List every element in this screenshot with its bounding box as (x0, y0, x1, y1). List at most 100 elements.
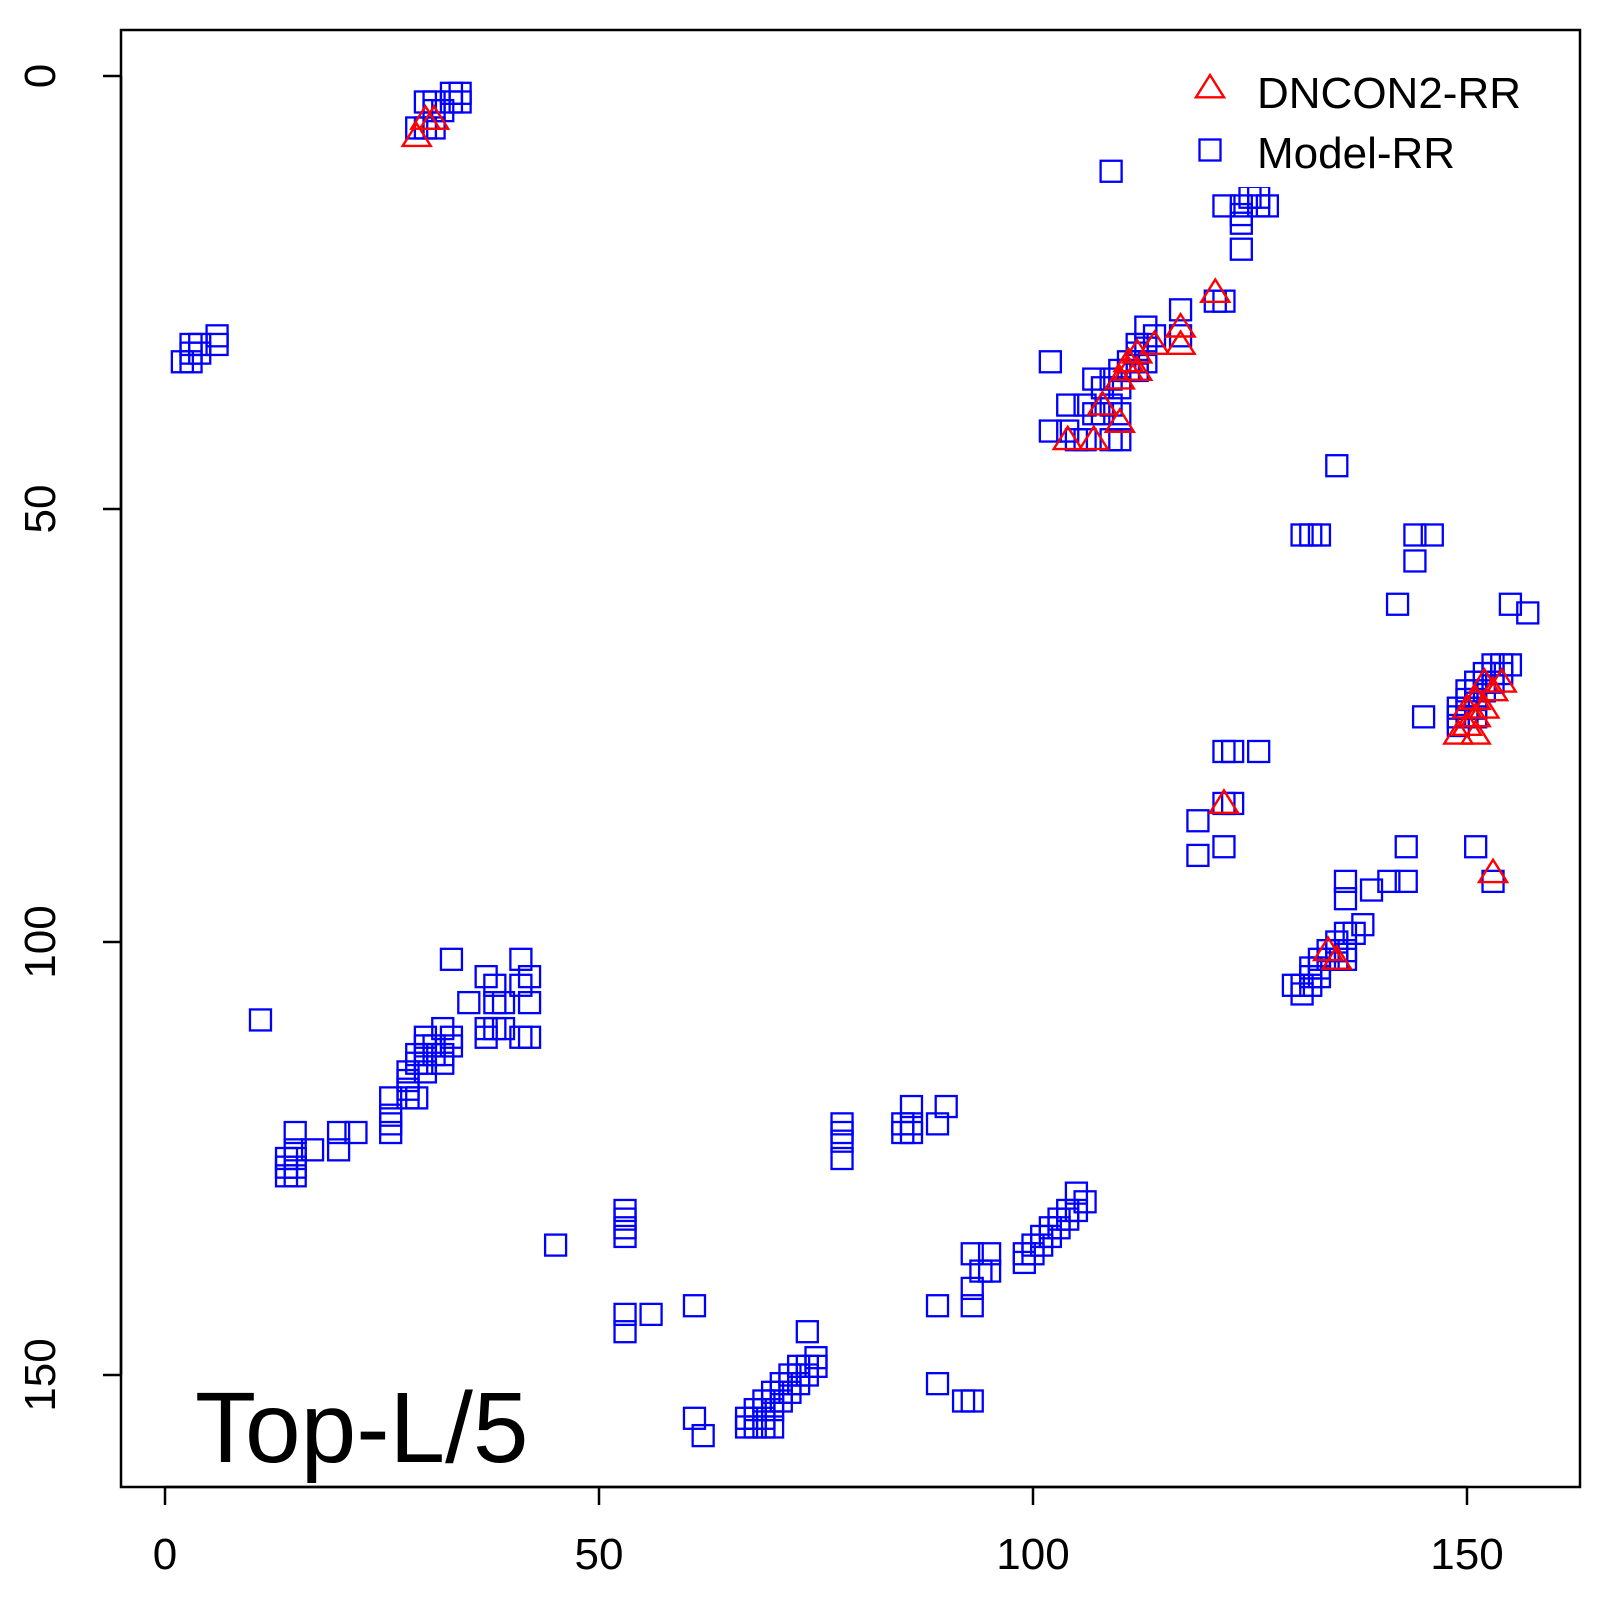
model-rr-point (431, 1051, 455, 1075)
model-rr-point (1333, 869, 1358, 894)
model-rr-point (769, 1389, 793, 1413)
model-rr-point (1038, 350, 1063, 374)
model-rr-point (795, 1363, 819, 1387)
legend-label-model-rr: Model-RR (1257, 129, 1455, 178)
dncon2-rr-point (1459, 718, 1492, 745)
panel-annotation: Top-L/5 (195, 1372, 529, 1484)
model-rr-point (379, 1086, 403, 1110)
x-tick-label: 150 (1430, 1530, 1503, 1579)
model-rr-point (925, 1294, 950, 1318)
model-rr-point (517, 964, 542, 989)
model-rr-point (1498, 653, 1523, 677)
dncon2-rr-point (1164, 329, 1197, 356)
model-rr-point (925, 1112, 950, 1136)
model-rr-point (1411, 705, 1436, 729)
model-rr-point (1325, 454, 1349, 478)
model-rr-point (457, 990, 481, 1015)
model-rr-point (934, 1094, 958, 1119)
model-rr-point (977, 1259, 1002, 1283)
model-rr-point (795, 1320, 819, 1344)
model-rr-point (1186, 843, 1210, 868)
model-rr-point (891, 1120, 915, 1145)
y-tick-label: 50 (16, 485, 65, 534)
model-rr-point (760, 1397, 785, 1422)
model-rr-point (830, 1146, 854, 1171)
model-rr-point (1038, 1224, 1063, 1249)
model-rr-point (760, 1415, 785, 1439)
model-rr-point (960, 1389, 984, 1413)
dncon2-rr-point (417, 104, 451, 130)
model-rr-point (1099, 159, 1123, 183)
x-tick-label: 50 (575, 1530, 624, 1579)
model-rr-point (1333, 887, 1358, 911)
dncon2-rr-point (1103, 363, 1137, 390)
x-tick-label: 0 (153, 1530, 177, 1579)
model-rr-point (1247, 739, 1271, 764)
model-rr-point (509, 947, 533, 971)
y-tick-label: 150 (16, 1338, 65, 1411)
model-rr-point (474, 964, 498, 989)
model-rr-point (413, 1060, 438, 1084)
model-rr-point (639, 1302, 663, 1327)
axes-layer: 0 50 100 150 0 50 100 150 (16, 28, 1582, 1579)
plot-frame (119, 28, 1582, 1489)
model-rr-point (960, 1242, 984, 1266)
model-rr-point (682, 1294, 707, 1318)
model-rr-point (379, 1112, 403, 1136)
model-rr-point (448, 90, 472, 114)
model-rr-point (830, 1120, 854, 1145)
dncon2-rr-point (1103, 407, 1137, 433)
model-rr-point (1012, 1250, 1036, 1275)
model-rr-point (1082, 367, 1106, 391)
model-rr-point (1047, 1216, 1071, 1240)
model-rr-point (543, 1233, 568, 1257)
model-rr-point (1299, 973, 1323, 997)
dncon2-rr-point (1086, 389, 1119, 416)
model-rr-point (344, 1120, 368, 1145)
model-rr-point (1403, 523, 1427, 547)
legend-background (1180, 62, 1570, 187)
model-rr-point (1212, 194, 1236, 218)
model-rr-point (1464, 835, 1488, 859)
model-rr-point (1290, 982, 1314, 1006)
model-rr-point (786, 1372, 811, 1396)
model-rr-point (1307, 523, 1332, 547)
model-rr-point (491, 990, 516, 1015)
dncon2-rr-point (1442, 718, 1475, 745)
model-rr-point (1307, 964, 1332, 989)
model-rr-point (1056, 393, 1080, 417)
model-rr-point (326, 1120, 351, 1145)
model-rr-point (1498, 592, 1523, 616)
dncon2-rr-point (1164, 311, 1197, 338)
model-rr-point (439, 1034, 464, 1058)
model-rr-point (509, 973, 533, 997)
model-rr-point (1134, 315, 1158, 339)
model-rr-point (1351, 913, 1375, 937)
model-rr-point (379, 1120, 403, 1145)
model-rr-point (778, 1380, 802, 1404)
model-rr-point (1377, 869, 1401, 894)
model-rr-point (682, 1406, 707, 1430)
model-rr-point (1073, 1190, 1097, 1214)
model-rr-point (1220, 739, 1245, 764)
model-rr-point (1038, 419, 1063, 443)
model-rr-point (188, 332, 212, 357)
model-rr-point (1359, 878, 1384, 902)
legend-label-dncon2-rr: DNCON2-RR (1257, 69, 1521, 118)
model-rr-point (1168, 298, 1193, 322)
model-rr-point (1021, 1242, 1045, 1266)
model-rr-point (483, 973, 507, 997)
model-rr-point (1394, 835, 1418, 859)
model-rr-point (613, 1302, 637, 1327)
model-rr-point (205, 324, 229, 348)
model-rr-point (474, 1025, 498, 1049)
dncon2-rr-point (1077, 424, 1110, 451)
x-tick-label: 100 (996, 1530, 1069, 1579)
dncon2-rr-point (1138, 329, 1171, 356)
legend-square-marker (1198, 138, 1222, 162)
model-rr-point (1490, 661, 1514, 686)
model-rr-point (1229, 211, 1253, 235)
model-rr-point (691, 1423, 715, 1448)
